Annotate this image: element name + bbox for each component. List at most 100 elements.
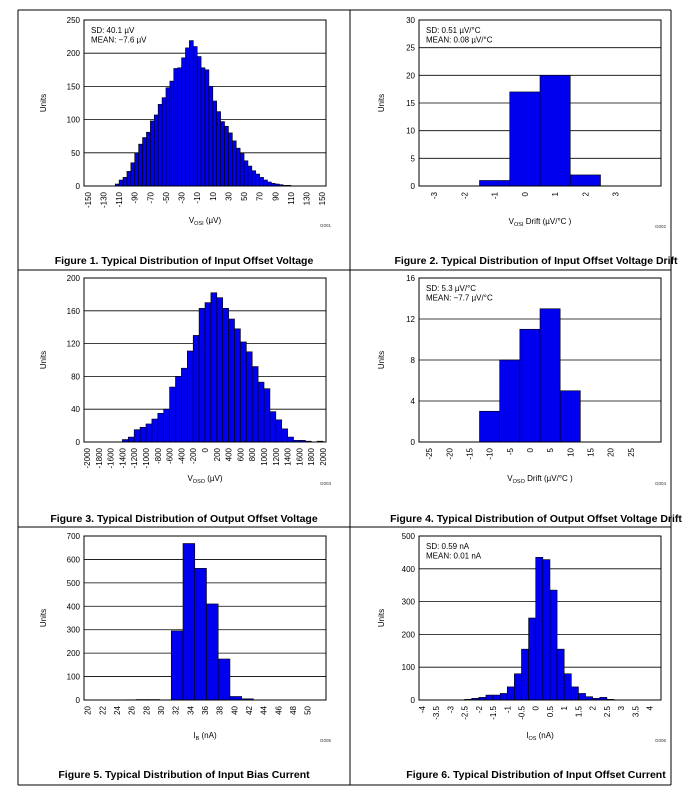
graph-id: G005 <box>320 738 332 743</box>
histogram-bar <box>251 366 259 443</box>
x-tick-label: 42 <box>245 705 254 714</box>
x-axis-label-unit: (µV) <box>205 474 223 483</box>
y-tick-label: 300 <box>402 598 416 607</box>
x-tick-label: 200 <box>213 447 222 461</box>
figure-caption: Figure 6. Typical Distribution of Input … <box>406 769 666 781</box>
x-tick-label: -1 <box>491 191 500 199</box>
x-tick-label: 1000 <box>260 447 269 465</box>
y-tick-label: 0 <box>76 696 81 705</box>
x-axis-label-main: V <box>187 474 193 483</box>
histogram-bar <box>189 40 194 187</box>
histogram-bar <box>186 350 194 443</box>
histogram-bar <box>200 67 206 187</box>
x-tick-label: -130 <box>100 191 109 208</box>
x-tick-label: -1600 <box>107 447 116 468</box>
x-axis-label-subscript: OSO <box>513 479 526 485</box>
histogram-bar <box>267 181 272 187</box>
histogram-bar <box>257 381 265 443</box>
graph-id: G006 <box>655 738 667 743</box>
histogram-bar <box>539 75 571 187</box>
x-tick-label: 30 <box>224 191 233 200</box>
histogram-bar <box>479 410 500 443</box>
histogram-bar <box>229 696 242 701</box>
stats-box <box>420 537 512 561</box>
x-tick-label: 22 <box>98 705 107 714</box>
x-tick-label: 50 <box>304 705 313 714</box>
y-axis-label: Units <box>377 609 386 627</box>
y-tick-label: 80 <box>71 372 80 381</box>
x-axis-label-main: V <box>189 216 195 225</box>
x-tick-label: 15 <box>586 447 595 456</box>
x-tick-label: -1400 <box>118 447 127 468</box>
histogram-bar <box>535 557 544 701</box>
histogram-bar <box>220 121 225 187</box>
x-tick-label: -2000 <box>83 447 92 468</box>
x-tick-label: -5 <box>506 447 515 455</box>
histogram-bar <box>228 132 233 187</box>
histogram-bar <box>224 125 229 187</box>
histogram-bar <box>153 114 159 187</box>
plot-frame <box>83 19 327 187</box>
x-tick-label: -1.5 <box>489 705 498 719</box>
histogram-bar <box>175 376 182 443</box>
graph-id: G001 <box>320 223 332 228</box>
chart-6: 0 100 200 300 400 500 -4 -3.5 -3 -2.5 -2 -1.5 -1 -0.5… <box>377 532 666 781</box>
x-tick-label: -110 <box>115 191 124 207</box>
histogram-bar <box>569 174 601 187</box>
y-tick-label: 100 <box>402 663 416 672</box>
x-axis-label-unit: (nA) <box>536 731 554 740</box>
histogram-bar <box>243 160 249 187</box>
figure-caption: Figure 5. Typical Distribution of Input … <box>58 769 310 781</box>
x-axis-label-subscript: OSI <box>194 221 204 227</box>
histogram-bar <box>139 426 147 443</box>
x-tick-label: 10 <box>566 447 575 456</box>
x-tick-label: 3 <box>617 705 626 710</box>
x-tick-label: 800 <box>248 447 257 461</box>
x-tick-label: -200 <box>189 447 198 464</box>
y-tick-label: 0 <box>411 182 416 191</box>
plot-frame <box>83 277 327 443</box>
histogram-bar <box>146 131 151 187</box>
chart-2: 0 5 10 15 20 25 30 -3 -2 -1 0 1 2 3 Units VOSI Drift (µ… <box>377 16 678 267</box>
x-tick-label: -3 <box>430 191 439 199</box>
y-tick-label: 120 <box>67 340 81 349</box>
x-tick-label: 1800 <box>307 447 316 465</box>
histogram-bar <box>118 179 124 187</box>
x-tick-label: 150 <box>318 191 327 205</box>
histogram-bar <box>182 543 196 701</box>
figure-caption: Figure 4. Typical Distribution of Output… <box>390 513 682 525</box>
y-tick-label: 0 <box>76 438 81 447</box>
stats-text: SD: 5.3 µV/°C <box>426 284 476 293</box>
histogram-bar <box>163 408 170 443</box>
histogram-bar <box>181 57 186 187</box>
x-axis-label-main: V <box>509 217 515 226</box>
histogram-bar <box>216 297 224 443</box>
x-tick-label: 400 <box>225 447 234 461</box>
x-axis-label: VOSO (µV) <box>187 474 222 485</box>
y-tick-label: 8 <box>411 356 416 365</box>
x-tick-label: 0 <box>532 705 541 710</box>
x-tick-label: -10 <box>486 447 495 459</box>
stats-text: MEAN: −7.7 µV/°C <box>426 294 493 303</box>
x-tick-label: -1200 <box>130 447 139 468</box>
histogram-bar <box>169 80 175 187</box>
x-tick-label: 48 <box>289 705 298 714</box>
x-tick-label: 1600 <box>295 447 304 465</box>
x-tick-label: 30 <box>157 705 166 714</box>
y-tick-label: 500 <box>67 579 81 588</box>
stats-box <box>420 21 512 45</box>
x-axis-label: IB (nA) <box>193 731 217 742</box>
histogram-bar <box>255 173 260 187</box>
x-tick-label: -150 <box>84 191 93 208</box>
histogram-bar <box>275 419 283 443</box>
histogram-bar <box>150 120 155 187</box>
x-tick-label: -90 <box>131 191 140 203</box>
stats-text: MEAN: −7.6 µV <box>91 36 147 45</box>
histogram-bar <box>206 603 219 701</box>
histogram-bar <box>192 335 200 443</box>
y-tick-label: 160 <box>67 307 81 316</box>
histogram-bar <box>234 328 241 443</box>
